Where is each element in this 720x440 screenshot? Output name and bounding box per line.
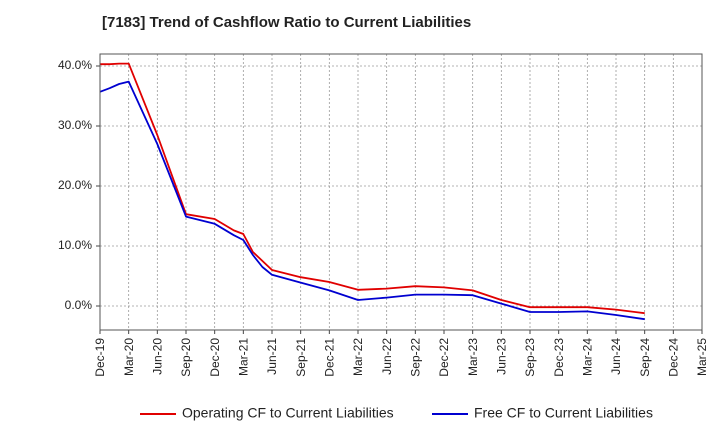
y-tick-label: 30.0% <box>58 118 92 132</box>
x-tick-label: Dec-23 <box>552 338 566 377</box>
chart-title: [7183] Trend of Cashflow Ratio to Curren… <box>102 14 472 31</box>
axis-layer: Dec-19 Mar-20 Jun-20 Sep-20 Dec-20 Mar-21 Jun-… <box>58 53 709 377</box>
grid-layer <box>99 54 703 330</box>
y-tick-label: 10.0% <box>58 238 92 252</box>
x-tick-label: Jun-21 <box>265 338 279 375</box>
x-tick-label: Mar-25 <box>695 338 709 376</box>
y-tick-label: 40.0% <box>58 58 92 72</box>
x-tick-label: Dec-24 <box>667 338 681 377</box>
plot-frame <box>99 53 703 331</box>
legend-label-2: Free CF to Current Liabilities <box>474 405 653 421</box>
x-tick-label: Jun-24 <box>609 338 623 375</box>
series-line-2 <box>99 80 645 321</box>
x-tick-label: Mar-21 <box>237 338 251 376</box>
x-tick-label: Sep-21 <box>294 338 308 377</box>
x-tick-label: Jun-22 <box>380 338 394 375</box>
x-tick-label: Mar-24 <box>581 338 595 376</box>
x-tick-label: Dec-22 <box>437 338 451 377</box>
x-tick-label: Dec-21 <box>323 338 337 377</box>
x-tick-label: Sep-20 <box>179 338 193 377</box>
legend-layer: Operating CF to Current Liabilities Free … <box>140 405 653 421</box>
series-layer <box>99 62 645 321</box>
series-line-1 <box>100 62 645 315</box>
x-tick-label: Mar-23 <box>466 338 480 376</box>
x-tick-label: Mar-22 <box>351 338 365 376</box>
legend-label-1: Operating CF to Current Liabilities <box>182 405 394 421</box>
x-tick-label: Dec-19 <box>93 338 107 377</box>
x-tick-label: Sep-24 <box>638 338 652 377</box>
x-tick-label: Jun-20 <box>151 338 165 375</box>
y-tick-label: 0.0% <box>65 298 93 312</box>
x-tick-label: Jun-23 <box>495 338 509 375</box>
plot-area <box>100 54 702 330</box>
x-tick-label: Sep-22 <box>409 338 423 377</box>
y-tick-label: 20.0% <box>58 178 92 192</box>
x-tick-label: Sep-23 <box>523 338 537 377</box>
x-tick-label: Mar-20 <box>122 338 136 376</box>
x-tick-label: Dec-20 <box>208 338 222 377</box>
